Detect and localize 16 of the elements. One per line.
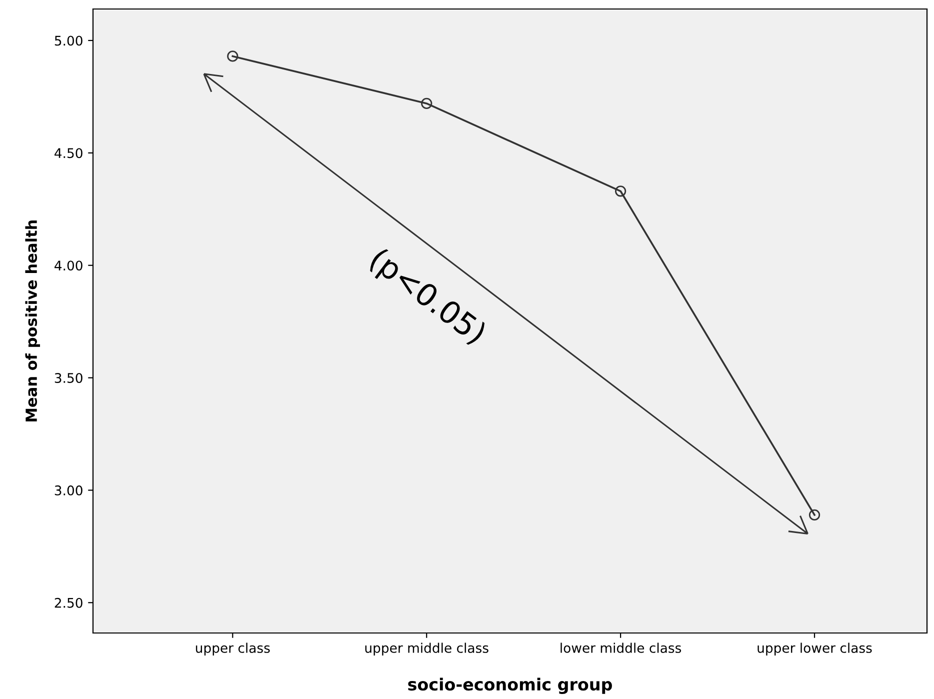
x-tick-label: upper lower class xyxy=(758,642,872,656)
y-tick-label: 3.50 xyxy=(54,373,82,383)
point xyxy=(808,509,820,520)
x-axis-title: socio-economic group xyxy=(408,678,612,694)
y-tick-label: 3.00 xyxy=(54,485,82,496)
y-axis-title: Mean of positive health xyxy=(25,220,40,422)
x-tick-label: upper class xyxy=(196,642,270,656)
y-tick-label: 4.50 xyxy=(54,148,82,158)
point xyxy=(227,50,238,62)
point xyxy=(615,186,626,197)
y-tick-label: 5.00 xyxy=(54,36,82,46)
x-tick-label: lower middle class xyxy=(560,642,682,653)
y-tick-label: 4.00 xyxy=(54,260,82,271)
point xyxy=(421,98,432,109)
y-tick-label: 2.50 xyxy=(54,598,82,608)
x-tick-label: upper middle class xyxy=(365,642,488,656)
